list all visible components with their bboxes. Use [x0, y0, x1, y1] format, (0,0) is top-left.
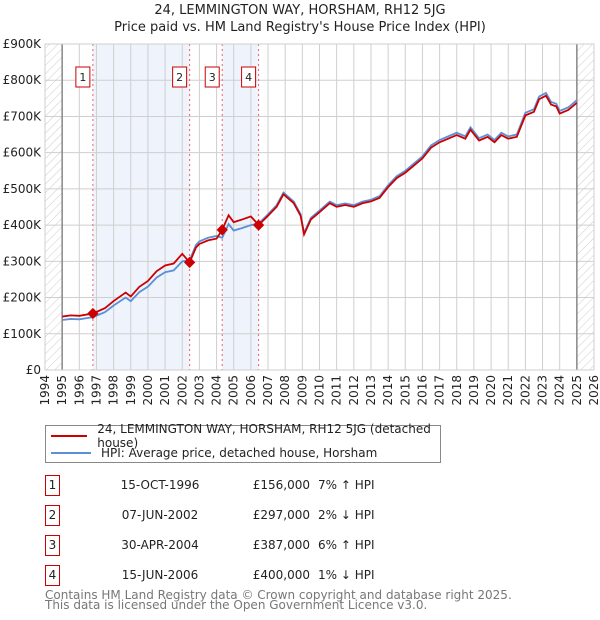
property-series-line	[62, 94, 578, 318]
x-tick-label: 2022	[518, 375, 532, 406]
sale-hpi-diff: 6% ↑ HPI	[318, 538, 375, 552]
sale-label-box	[75, 66, 91, 88]
sale-price: £297,000	[252, 508, 310, 522]
sale-number-badge: 4	[45, 565, 60, 586]
y-tick-label: £500K	[3, 182, 43, 196]
sale-label-box	[241, 66, 257, 88]
x-tick-label: 2017	[433, 375, 447, 406]
legend-label-property: 24, LEMMINGTON WAY, HORSHAM, RH12 5JG (d…	[97, 422, 431, 450]
x-tick-label: 2009	[295, 375, 309, 406]
sale-price: £400,000	[252, 568, 310, 582]
sale-point	[183, 256, 196, 269]
x-tick-label: 2014	[381, 375, 395, 406]
sale-number-badge: 2	[45, 505, 60, 526]
plot-border	[44, 43, 595, 371]
x-tick-label: 2023	[536, 375, 550, 406]
x-tick-label: 2026	[587, 375, 600, 406]
sale-hpi-diff: 1% ↓ HPI	[318, 568, 375, 582]
x-tick-label: 2010	[313, 375, 327, 406]
legend-item-property: 24, LEMMINGTON WAY, HORSHAM, RH12 5JG (d…	[46, 422, 440, 450]
y-tick-label: £600K	[3, 146, 43, 160]
x-tick-label: 2003	[192, 375, 206, 406]
legend: 24, LEMMINGTON WAY, HORSHAM, RH12 5JG (d…	[45, 422, 441, 463]
x-tick-label: 1995	[55, 375, 69, 406]
sale-price: £387,000	[252, 538, 310, 552]
x-tick-label: 2013	[364, 375, 378, 406]
sale-hpi-diff: 7% ↑ HPI	[318, 478, 375, 492]
sale-label-box	[204, 66, 220, 88]
sale-number-badge: 1	[45, 475, 60, 496]
x-tick-label: 2005	[227, 375, 241, 406]
x-tick-label: 2021	[501, 375, 515, 406]
sale-date: 07-JUN-2002	[121, 508, 199, 522]
y-tick-label: £100K	[3, 327, 43, 341]
x-tick-label: 2015	[398, 375, 412, 406]
hpi-series-line	[62, 91, 578, 321]
y-tick-label: £300K	[3, 254, 43, 268]
x-tick-label: 2001	[158, 375, 172, 406]
x-tick-label: 2018	[450, 375, 464, 406]
y-tick-label: £900K	[3, 37, 43, 51]
x-tick-label: 2008	[278, 375, 292, 406]
price-chart: 1994 1995 1996 1997 1998 1999 2000 2001 2002 2003…	[3, 37, 600, 406]
sale-number-badge: 3	[45, 535, 60, 556]
legend-item-hpi: HPI: Average price, detached house, Hors…	[46, 445, 377, 461]
hatched-area-left	[45, 44, 63, 370]
sale-label-box	[172, 66, 188, 88]
footer-licence: This data is licensed under the Open Gov…	[45, 598, 428, 612]
x-tick-label: 2025	[570, 375, 584, 406]
shaded-range	[92, 44, 190, 370]
x-tick-label: 2000	[141, 375, 155, 406]
x-tick-label: 1997	[89, 375, 103, 406]
sale-hpi-diff: 2% ↓ HPI	[318, 508, 375, 522]
chart-subtitle: Price paid vs. HM Land Registry's House …	[114, 20, 486, 35]
x-tick-label: 1996	[72, 375, 86, 406]
sale-point	[252, 219, 265, 231]
sale-label-number: 2	[176, 71, 183, 84]
y-tick-label: £400K	[3, 218, 43, 232]
sale-date: 30-APR-2004	[121, 538, 199, 552]
sale-label-number: 1	[79, 71, 86, 84]
x-tick-label: 2016	[415, 375, 429, 406]
sale-point	[216, 224, 228, 236]
sale-label-number: 4	[245, 71, 252, 84]
legend-swatch-property	[51, 435, 88, 437]
x-tick-label: 1999	[124, 375, 138, 406]
legend-label-hpi: HPI: Average price, detached house, Hors…	[101, 446, 378, 460]
hatched-area-right	[576, 44, 594, 370]
x-tick-label: 2012	[347, 375, 361, 406]
x-tick-label: 2006	[244, 375, 258, 406]
x-tick-label: 2007	[261, 375, 275, 406]
y-tick-label: £800K	[3, 73, 43, 87]
x-tick-label: 2024	[553, 375, 567, 406]
sale-date: 15-OCT-1996	[120, 478, 200, 492]
x-tick-label: 1998	[107, 375, 121, 406]
footer-copyright: Contains HM Land Registry data © Crown c…	[45, 588, 512, 602]
y-tick-label: £700K	[3, 109, 43, 123]
sale-date: 15-JUN-2006	[121, 568, 199, 582]
x-tick-label: 2019	[467, 375, 481, 406]
sale-price: £156,000	[252, 478, 310, 492]
x-tick-label: 2002	[175, 375, 189, 406]
legend-swatch-hpi	[51, 452, 91, 454]
y-tick-label: £200K	[3, 291, 43, 305]
x-tick-label: 2011	[330, 375, 344, 406]
sale-label-number: 3	[209, 71, 216, 84]
x-tick-label: 1994	[38, 375, 52, 406]
shaded-range	[222, 44, 259, 370]
x-tick-label: 2004	[210, 375, 224, 406]
x-tick-label: 2020	[484, 375, 498, 406]
y-tick-label: £0	[26, 363, 41, 377]
chart-title: 24, LEMMINGTON WAY, HORSHAM, RH12 5JG	[154, 3, 446, 18]
